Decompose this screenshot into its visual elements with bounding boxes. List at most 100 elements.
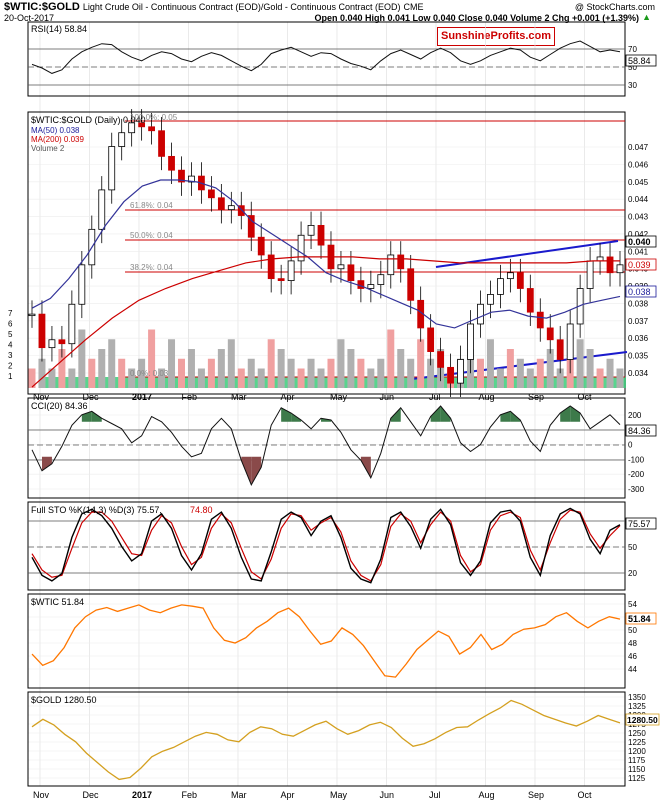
price-tick-label: 0.046 bbox=[628, 160, 649, 169]
volume-bar bbox=[397, 349, 405, 388]
candle-body bbox=[467, 323, 474, 360]
month-label-main: Jul bbox=[429, 392, 441, 402]
month-label: Apr bbox=[281, 790, 295, 800]
rsi-last-tag bbox=[625, 54, 657, 67]
gold-panel-frame bbox=[27, 691, 626, 787]
wtic-line bbox=[31, 604, 621, 678]
ma200-label: MA(200) 0.039 bbox=[31, 135, 84, 144]
brand-watermark: SunshineProfits.com bbox=[437, 27, 555, 46]
wtic-tick-label: 44 bbox=[628, 665, 637, 674]
volume-bar bbox=[207, 358, 215, 388]
gold-tick-label: 1325 bbox=[628, 702, 646, 711]
volume-bar bbox=[496, 368, 504, 388]
volume-bar bbox=[28, 368, 36, 388]
cci-last-tag bbox=[625, 424, 657, 437]
panel-labels: RSI(14) 58.84 $WTIC:$GOLD (Daily) 0.040 … bbox=[31, 24, 213, 705]
candle-body bbox=[437, 351, 445, 368]
volume-bar bbox=[297, 368, 305, 388]
volume-bar bbox=[606, 358, 614, 388]
candle-body bbox=[188, 175, 195, 183]
volume-bar bbox=[38, 358, 46, 388]
price-tick-label: 0.034 bbox=[628, 369, 649, 378]
candle-body bbox=[457, 359, 464, 384]
volume-tick-label: 5 bbox=[8, 330, 13, 339]
volume-bar bbox=[138, 358, 146, 388]
candle-body bbox=[447, 366, 454, 384]
month-label-main: Nov bbox=[33, 392, 50, 402]
sto-k-line bbox=[31, 507, 621, 584]
candle-body bbox=[616, 264, 624, 274]
candle-body bbox=[596, 256, 604, 262]
price-last-value: 0.040 bbox=[628, 237, 651, 247]
ma50-last-tag bbox=[625, 285, 657, 298]
volume-bar bbox=[317, 368, 325, 388]
gold-tick-label: 1150 bbox=[628, 765, 646, 774]
price-tick-label: 0.045 bbox=[628, 178, 649, 187]
volume-bar bbox=[616, 368, 624, 388]
candle-body bbox=[158, 130, 165, 157]
sto-d-label: 74.80 bbox=[190, 505, 213, 515]
candle-body bbox=[317, 224, 325, 246]
rsi-label: RSI(14) 58.84 bbox=[31, 24, 87, 34]
month-label: Mar bbox=[231, 790, 247, 800]
wtic-tick-label: 54 bbox=[628, 600, 637, 609]
volume-label: Volume 2 bbox=[31, 144, 65, 153]
volume-bar bbox=[247, 358, 255, 388]
volume-tick-label: 4 bbox=[8, 341, 13, 350]
month-label-main: Oct bbox=[578, 392, 593, 402]
chart-header: $WTIC:$GOLD Light Crude Oil - Continuous… bbox=[4, 1, 424, 13]
price-tick-label: 0.035 bbox=[628, 352, 649, 361]
static-layer bbox=[27, 21, 628, 787]
rsi-line bbox=[31, 40, 621, 74]
volume-bar bbox=[237, 368, 245, 388]
volume-tick-label: 1 bbox=[8, 372, 13, 381]
candle-body bbox=[148, 126, 155, 132]
chart-exchange: CME bbox=[403, 2, 424, 12]
main-panel-frame bbox=[27, 111, 626, 395]
volume-bar bbox=[526, 368, 534, 388]
price-tick-label: 0.043 bbox=[628, 213, 649, 222]
wtic-last-tag bbox=[625, 612, 657, 625]
candle-body bbox=[347, 264, 355, 282]
candle-body bbox=[556, 339, 564, 360]
month-label-main: Apr bbox=[281, 392, 295, 402]
price-tick-label: 0.037 bbox=[628, 317, 649, 326]
grid-layer bbox=[28, 22, 625, 786]
candle-body bbox=[277, 278, 285, 282]
candle-body bbox=[606, 256, 614, 274]
cci-overbought-fill bbox=[560, 406, 571, 422]
cci-line bbox=[31, 405, 621, 486]
ma200-last-tag bbox=[625, 258, 657, 271]
rsi-last-value: 58.84 bbox=[628, 56, 651, 66]
month-label: 2017 bbox=[132, 790, 152, 800]
candle-body bbox=[566, 323, 574, 360]
candle-body bbox=[287, 260, 295, 282]
sto-last-tag bbox=[625, 517, 657, 530]
rsi-panel-frame bbox=[27, 21, 626, 97]
volume-bar bbox=[108, 339, 116, 388]
month-label: Feb bbox=[182, 790, 198, 800]
candle-body bbox=[227, 205, 235, 211]
month-label: Jun bbox=[380, 790, 395, 800]
sto-d-line bbox=[31, 509, 621, 582]
candle-body bbox=[337, 264, 345, 270]
month-label-main: Sep bbox=[528, 392, 544, 402]
chart-description: Light Crude Oil - Continuous Contract (E… bbox=[82, 2, 401, 12]
volume-bar bbox=[596, 368, 604, 388]
cci-label: CCI(20) 84.36 bbox=[31, 401, 88, 411]
volume-bar bbox=[427, 358, 435, 388]
month-label-main: Mar bbox=[231, 392, 247, 402]
candle-body bbox=[487, 294, 494, 305]
cci-tick-label: 0 bbox=[628, 441, 633, 450]
fib-label-618: 61.8%: 0.04 bbox=[130, 201, 173, 210]
volume-bar bbox=[387, 329, 395, 388]
gold-last-value: 1280.50 bbox=[627, 715, 658, 725]
volume-bar bbox=[98, 349, 106, 388]
volume-bar bbox=[277, 349, 285, 388]
fib-label-382: 38.2%: 0.04 bbox=[130, 263, 173, 272]
volume-bar bbox=[327, 358, 335, 388]
volume-bar bbox=[68, 368, 76, 388]
candle-body bbox=[387, 254, 395, 276]
candle-body bbox=[526, 288, 534, 313]
